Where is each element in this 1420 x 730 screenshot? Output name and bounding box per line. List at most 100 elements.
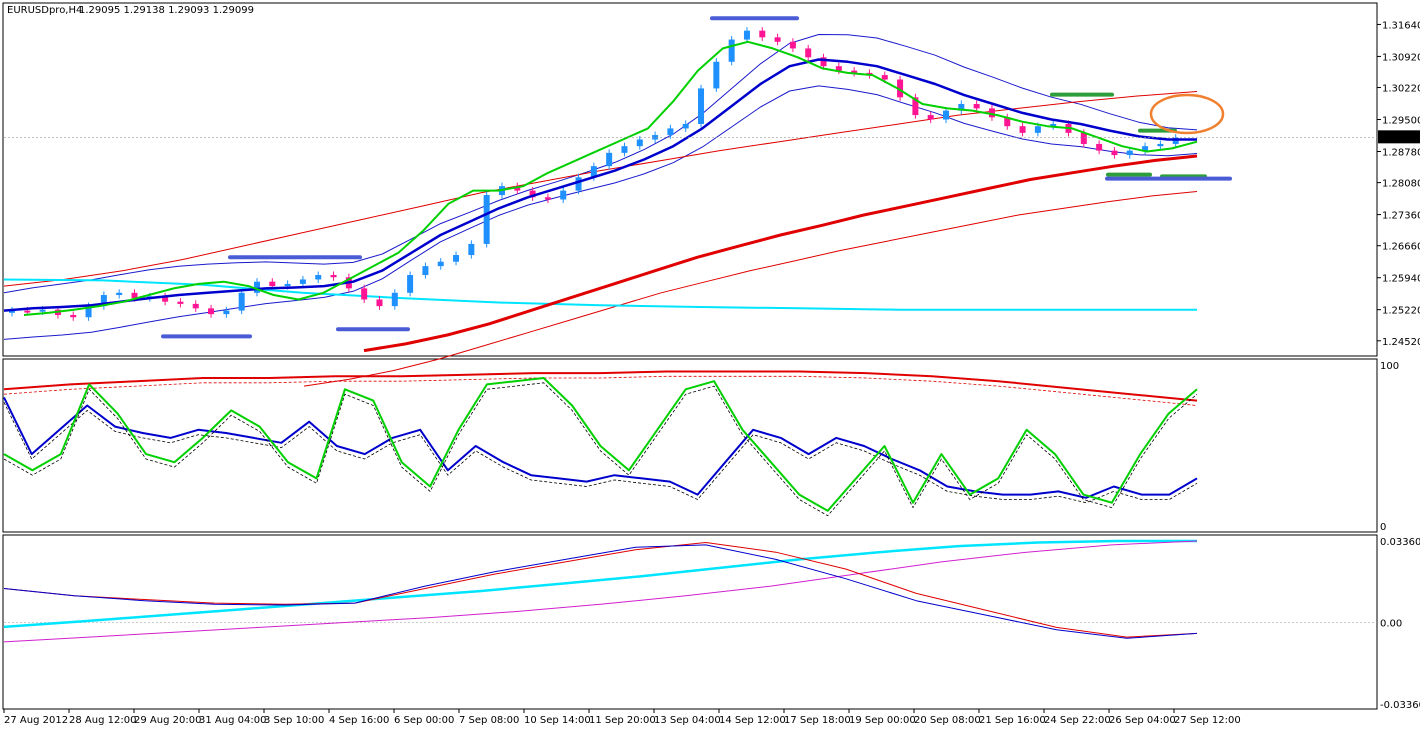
macd-panel-frame [2,534,1378,710]
candle-body [544,197,551,200]
candle-body [315,275,322,280]
candle-body [1050,123,1057,127]
candle-body [1111,150,1118,156]
time-tick-label: 10 Sep 14:00 [524,715,591,726]
candle-body [85,306,92,318]
time-tick-label: 26 Sep 04:00 [1109,715,1176,726]
candle-body [682,123,689,129]
axis-layer: 1.31640 1.30920 1.30220 1.29500 1.28780 1.280… [3,20,1420,726]
lower-envelope-line [303,191,1198,387]
candle-body [835,66,842,71]
macd-red-line [3,542,1198,638]
candle-body [162,296,169,302]
stoch-green-signal-line [3,382,1198,517]
price-tick-label: 1.25940 [1382,274,1420,285]
cyan-ma-line [3,278,1197,311]
candle-body [376,299,383,307]
stoch-blue-line [3,396,1198,499]
candle-body [958,103,965,111]
candle-body [116,292,123,296]
candle-body [1126,150,1133,156]
candle-body [606,152,613,167]
price-tick-label: 1.25220 [1382,306,1420,317]
candle-body [422,266,429,276]
candle-body [820,57,827,67]
time-tick-label: 13 Sep 04:00 [654,715,721,726]
price-tick-label: 1.26660 [1382,242,1420,253]
candle-body [1096,143,1103,151]
candle-body [223,310,230,315]
candle-body [743,30,750,40]
candle-body [1019,126,1026,133]
macd-tick-label: 0.00 [1380,619,1402,630]
macd-cyan-line [3,539,1197,629]
candle-body [483,195,490,244]
price-tick-label: 1.28080 [1382,179,1420,190]
macd-layer [3,539,1377,643]
candle-body [238,292,245,311]
ema-mid-line [3,58,1197,312]
time-tick-label: 27 Aug 2012 [4,715,68,726]
price-tick-label: 1.30220 [1382,84,1420,95]
candle-body [774,37,781,42]
candle-body [881,75,888,80]
price-layer [3,16,1377,387]
time-tick-label: 21 Sep 16:00 [979,715,1046,726]
macd-magenta-line [3,540,1198,643]
price-tick-label: 1.27360 [1382,211,1420,222]
price-tick-label: 1.29500 [1382,116,1420,127]
macd-blue-line [3,544,1198,639]
upper-envelope-line [3,91,1198,287]
candle-body [131,292,138,299]
macd-tick-label: 0.03360 [1380,537,1420,548]
time-tick-label: 14 Sep 12:00 [719,715,786,726]
candle-body [1034,126,1041,133]
time-tick-label: 17 Sep 18:00 [784,715,851,726]
candle-body [590,166,597,178]
candle-body [636,139,643,147]
current-price-tag: 1.29099 [1380,133,1420,144]
time-tick-label: 3 Sep 10:00 [264,715,324,726]
candle-body [560,190,567,200]
candle-body [192,303,199,309]
price-tag-bg [1378,130,1420,144]
candle-body [391,292,398,307]
stoch-tick-label: 100 [1380,361,1399,372]
candle-body [988,108,995,118]
candle-body [713,61,720,89]
candle-body [575,177,582,191]
stochastic-panel-frame [2,358,1378,533]
candle-body [330,275,337,278]
candle-body [805,48,812,58]
candle-body [177,301,184,304]
candle-body [361,288,368,300]
candle-body [789,41,796,49]
lower-band-line [3,85,1198,340]
candle-body [253,281,260,293]
candle-body [208,308,215,315]
candle-body [1004,117,1011,127]
ema-slow-line [363,154,1198,353]
candle-body [1142,146,1149,151]
candle-body [24,310,31,313]
candle-body [453,255,460,262]
candle-body [269,281,276,287]
candle-body [284,283,291,287]
time-tick-label: 29 Aug 20:00 [134,715,201,726]
candle-body [851,70,858,73]
candle-body [299,279,306,284]
stoch-red-line [3,370,1198,402]
candle-body [667,128,674,136]
ema-fast-line [23,40,1198,316]
price-tick-label: 1.28780 [1382,148,1420,159]
time-tick-label: 27 Sep 12:00 [1174,715,1241,726]
candle-body [927,115,934,120]
candle-body [70,315,77,318]
candle-body [698,88,705,124]
stoch-blue-signal-line [3,402,1198,504]
stoch-green-line [3,377,1198,512]
candle-body [39,309,46,312]
macd-tick-label: -0.03360 [1380,700,1420,711]
